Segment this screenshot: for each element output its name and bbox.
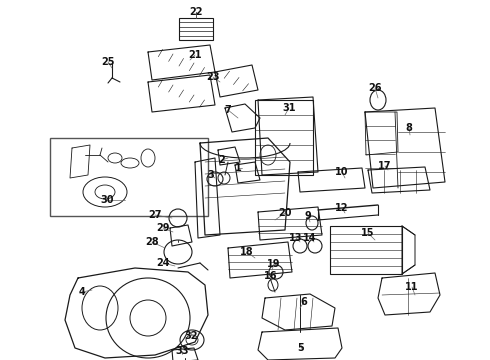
Text: 20: 20 xyxy=(278,208,292,218)
Bar xyxy=(255,100,313,175)
Text: 8: 8 xyxy=(406,123,413,133)
Bar xyxy=(330,226,402,274)
Text: 3: 3 xyxy=(208,170,215,180)
Text: 5: 5 xyxy=(297,343,304,353)
Text: 6: 6 xyxy=(301,297,307,307)
Text: 30: 30 xyxy=(100,195,114,205)
Text: 14: 14 xyxy=(303,233,317,243)
Text: 2: 2 xyxy=(219,155,225,165)
Text: 1: 1 xyxy=(235,163,242,173)
Text: 24: 24 xyxy=(156,258,170,268)
Text: 10: 10 xyxy=(335,167,349,177)
Text: 29: 29 xyxy=(156,223,170,233)
Text: 15: 15 xyxy=(361,228,375,238)
Text: 4: 4 xyxy=(78,287,85,297)
Text: 28: 28 xyxy=(145,237,159,247)
Text: 9: 9 xyxy=(305,211,311,221)
Text: 21: 21 xyxy=(188,50,202,60)
Text: 22: 22 xyxy=(189,7,203,17)
Text: 23: 23 xyxy=(206,72,220,82)
Text: 11: 11 xyxy=(405,282,419,292)
Text: 12: 12 xyxy=(335,203,349,213)
Text: 31: 31 xyxy=(282,103,296,113)
Text: 16: 16 xyxy=(264,271,278,281)
Text: 13: 13 xyxy=(289,233,303,243)
Bar xyxy=(50,138,208,216)
Text: 27: 27 xyxy=(148,210,162,220)
Text: 17: 17 xyxy=(378,161,392,171)
Bar xyxy=(179,18,213,40)
Text: 32: 32 xyxy=(184,331,198,341)
Text: 19: 19 xyxy=(267,259,281,269)
Text: 7: 7 xyxy=(224,105,231,115)
Text: 33: 33 xyxy=(175,346,189,356)
Text: 18: 18 xyxy=(240,247,254,257)
Text: 26: 26 xyxy=(368,83,382,93)
Text: 25: 25 xyxy=(101,57,115,67)
